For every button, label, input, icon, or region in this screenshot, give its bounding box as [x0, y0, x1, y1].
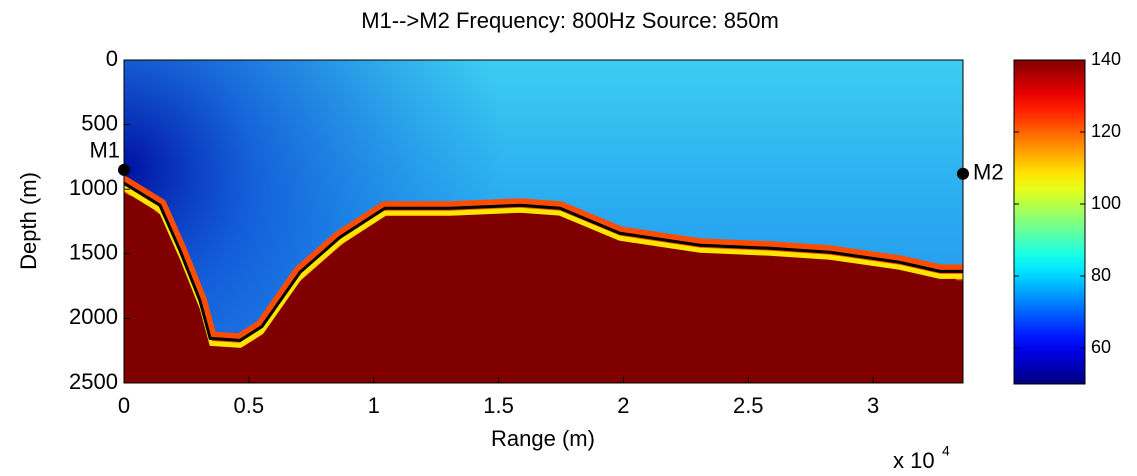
y-tick-label: 1500 — [69, 240, 118, 265]
x-tick-label: 2 — [617, 393, 629, 418]
plot-frame — [123, 59, 964, 384]
x-tick-label: 3 — [867, 393, 879, 418]
colorbar-tick-label: 120 — [1091, 121, 1121, 141]
plot-area — [124, 60, 963, 383]
bathymetry-line — [124, 181, 963, 342]
x-tick-label: 1.5 — [483, 393, 514, 418]
marker — [118, 163, 130, 176]
x-tick-label: 1 — [368, 393, 380, 418]
seabed-core — [124, 192, 963, 383]
y-tick-label: 2000 — [69, 304, 118, 329]
x-tick-label: 2.5 — [733, 393, 764, 418]
x-tick-label: 0 — [118, 393, 130, 418]
x-multiplier-exponent: 4 — [942, 443, 950, 459]
y-axis-label: Depth (m) — [16, 172, 41, 270]
x-multiplier: x 10 — [893, 448, 935, 471]
x-tick-label: 0.5 — [234, 393, 265, 418]
y-tick-label: 0 — [106, 46, 118, 71]
marker-label: M2 — [973, 160, 1004, 185]
chart-title: M1-->M2 Frequency: 800Hz Source: 850m — [361, 8, 779, 33]
y-tick-label: 2500 — [69, 369, 118, 394]
y-tick-label: 500 — [81, 110, 118, 135]
colorbar-tick-label: 60 — [1091, 337, 1111, 357]
colorbar — [1013, 59, 1086, 385]
marker-label: M1 — [89, 138, 120, 163]
colorbar-tick-label: 80 — [1091, 265, 1111, 285]
x-axis-label: Range (m) — [491, 426, 595, 451]
colorbar-tick-label: 140 — [1091, 49, 1121, 69]
colorbar-tick-label: 100 — [1091, 193, 1121, 213]
marker — [957, 167, 969, 180]
y-tick-label: 1000 — [69, 175, 118, 200]
